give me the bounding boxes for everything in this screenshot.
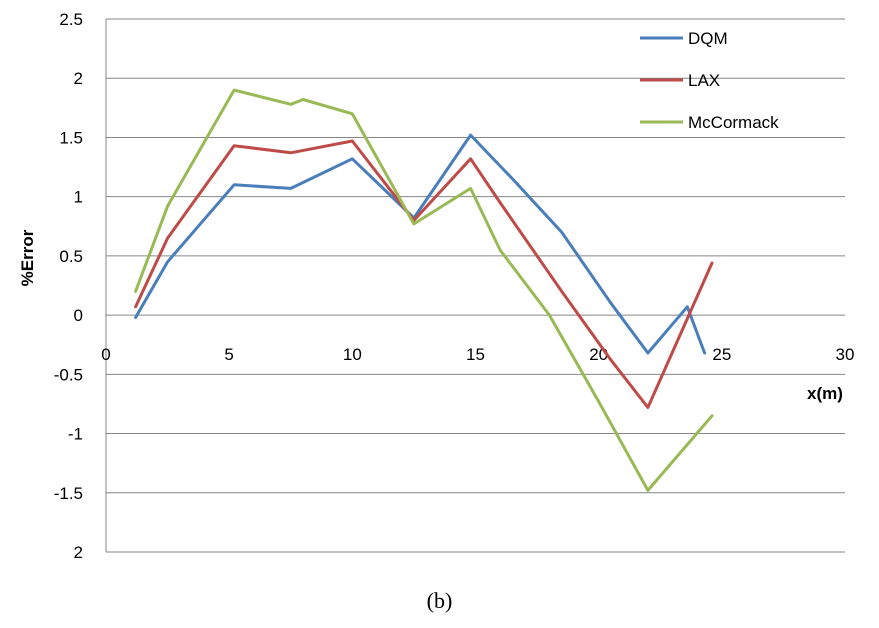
x-tick-label: 0 (101, 345, 110, 364)
y-tick-labels: 2.5 2 1.5 1 0.5 0 -0.5 -1 -1.5 2 (54, 10, 83, 562)
legend-label: DQM (688, 29, 728, 48)
figure-caption: (b) (426, 588, 453, 613)
x-tick-label: 15 (466, 345, 485, 364)
y-axis-title: %Error (18, 229, 37, 286)
series-line-mccormack (134, 88, 714, 492)
y-tick-label: 0.5 (59, 247, 83, 266)
y-tick-label: 0 (74, 306, 83, 325)
legend-label: McCormack (688, 113, 779, 132)
gridlines (106, 18, 845, 553)
y-tick-label: 2 (74, 543, 83, 562)
y-tick-label: -1 (68, 425, 83, 444)
series-line-lax (134, 139, 714, 409)
x-tick-label: 10 (343, 345, 362, 364)
x-tick-label: 5 (224, 345, 233, 364)
y-tick-label: 2 (74, 69, 83, 88)
x-tick-label: 25 (712, 345, 731, 364)
legend-label: LAX (688, 71, 720, 90)
y-tick-label: -0.5 (54, 365, 83, 384)
y-tick-label: 1 (74, 188, 83, 207)
x-axis-title: x(m) (807, 384, 843, 403)
series-line-dqm (134, 133, 707, 355)
legend: DQM LAX McCormack (640, 29, 779, 132)
y-tick-label: 1.5 (59, 128, 83, 147)
x-tick-labels: 0 5 10 15 20 25 30 (101, 345, 854, 364)
x-tick-label: 30 (836, 345, 855, 364)
y-tick-label: -1.5 (54, 484, 83, 503)
series-lines (134, 88, 714, 492)
y-tick-label: 2.5 (59, 10, 83, 29)
